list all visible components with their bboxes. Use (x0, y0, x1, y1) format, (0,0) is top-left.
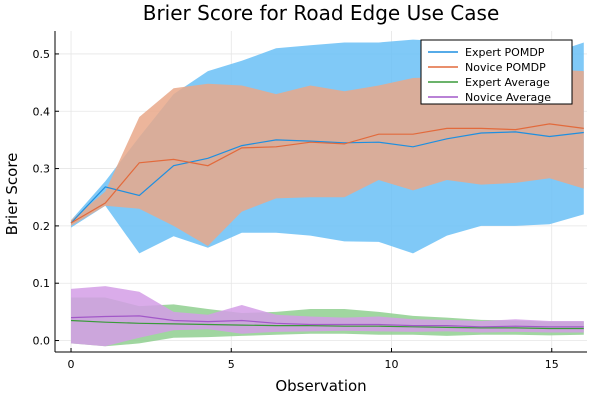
legend-label-3: Novice Average (465, 91, 551, 104)
series-line-1 (70, 123, 584, 224)
legend-label-2: Expert Average (465, 76, 550, 89)
y-axis-label: Brier Score (3, 153, 21, 236)
series-line-2 (70, 319, 584, 330)
series-line-3 (70, 315, 584, 328)
x-tick-label: 5 (228, 358, 235, 371)
y-tick-label: 0.5 (33, 48, 51, 61)
x-tick-label: 10 (385, 358, 399, 371)
x-tick-label: 0 (68, 358, 75, 371)
y-tick-label: 0.4 (33, 105, 51, 118)
chart-title: Brier Score for Road Edge Use Case (143, 1, 500, 25)
band-1 (71, 69, 584, 247)
axes (54, 31, 587, 353)
legend-label-0: Expert POMDP (465, 46, 545, 59)
y-tick-label: 0.3 (33, 163, 51, 176)
legend-box (420, 39, 573, 105)
legend: Expert POMDP Novice POMDP Expert Average No… (420, 39, 573, 105)
series-line-0 (70, 131, 584, 224)
legend-label-1: Novice POMDP (465, 61, 546, 74)
x-tick-label: 15 (545, 358, 559, 371)
y-tick-label: 0.0 (33, 335, 51, 348)
series-lines (70, 123, 584, 330)
y-tick-label: 0.2 (33, 220, 51, 233)
tick-labels: 0 5 10 15 0.0 0.1 0.2 0.3 0.4 0.5 (33, 48, 559, 371)
band-3 (71, 286, 584, 347)
x-axis-label: Observation (275, 377, 366, 395)
y-tick-label: 0.1 (33, 277, 51, 290)
